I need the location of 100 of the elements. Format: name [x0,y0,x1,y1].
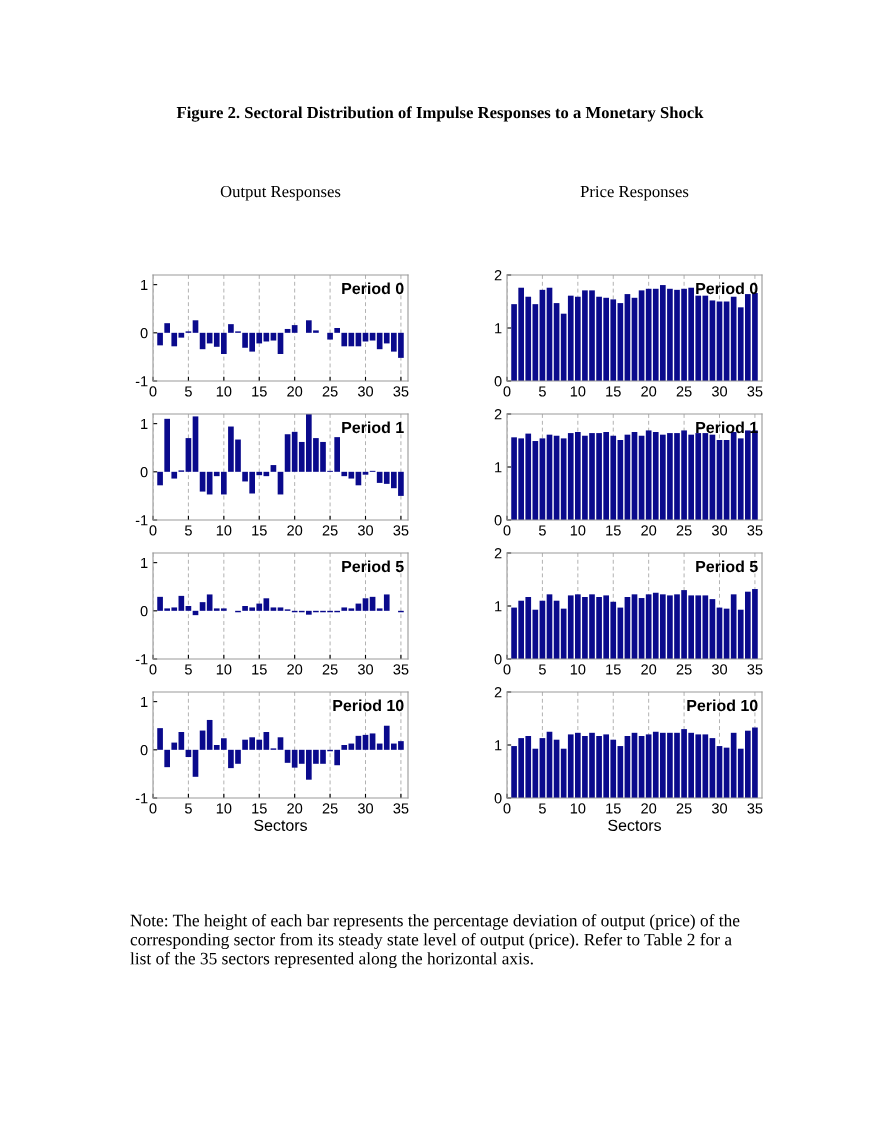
y-tick-label: 2 [494,548,502,559]
y-tick-label: 1 [495,462,502,473]
chart-title: Period 1 [342,421,404,434]
bar [164,418,170,472]
bar [157,332,163,346]
x-tick-label: 25 [676,664,692,675]
bar [270,465,277,472]
bar [171,332,178,347]
y-tick-label: 0 [140,327,148,339]
chart-subtitle: Output Responses [220,185,341,201]
bar [277,607,284,611]
x-tick-label: 30 [711,664,728,675]
x-tick-label: 20 [641,525,657,536]
x-tick-label: 30 [711,386,728,397]
x-tick-label: 35 [747,803,763,814]
x-tick-label: 25 [322,386,338,397]
x-tick-label: 10 [570,525,586,536]
x-tick-label: 30 [357,664,374,675]
x-tick-label: 20 [287,525,303,536]
x-tick-label: 15 [606,664,621,675]
y-tick-label: 0 [494,515,502,526]
chart-title: Period 5 [696,560,758,573]
bar [157,471,163,486]
x-tick-label: 10 [216,803,232,814]
x-tick-label: 35 [393,664,409,675]
bar [341,332,348,347]
x-tick-label: 35 [393,803,409,814]
x-tick-label: 35 [393,525,409,536]
bar [270,332,277,341]
x-tick-label: 5 [538,525,546,536]
y-tick-label: 2 [494,409,502,420]
bar [185,606,192,611]
bar [291,325,298,333]
bar [362,598,369,611]
x-tick-label: 5 [184,386,192,397]
bar [164,749,170,768]
x-tick-label: 15 [252,664,267,675]
x-tick-label: 35 [747,386,763,397]
y-tick-label: -1 [135,793,148,804]
x-tick-label: 5 [538,386,546,397]
bar [277,737,284,750]
bar [199,602,206,611]
x-tick-label: 25 [676,525,692,536]
x-tick-label: 0 [503,803,511,814]
x-tick-label: 0 [503,664,511,675]
x-tick-label: 15 [606,803,621,814]
x-tick-label: 25 [676,386,692,397]
x-tick-label: 0 [149,803,157,814]
x-tick-label: 20 [287,664,303,675]
bar [362,471,369,475]
chart-title: Period 0 [696,282,758,295]
x-tick-label: 10 [216,386,232,397]
bar [178,332,185,338]
chart-title: Period 10 [687,699,758,712]
x-tick-label: 5 [538,803,546,814]
bar [369,733,376,750]
y-tick-label: 2 [494,687,502,698]
x-tick-label: 15 [606,525,621,536]
x-tick-label: 35 [747,525,763,536]
bar [171,742,178,750]
x-tick-label: 5 [184,525,192,536]
x-tick-label: 0 [503,525,511,536]
x-tick-label: 30 [357,525,374,536]
x-tick-label: 20 [641,664,657,675]
x-tick-label: 30 [357,803,374,814]
y-tick-label: 1 [495,323,502,334]
x-tick-label: 15 [252,386,267,397]
x-tick-label: 5 [538,664,546,675]
y-tick-label: 0 [140,466,148,478]
chart-title: Period 5 [342,560,404,573]
x-tick-label: 10 [216,525,232,536]
y-tick-label: -1 [135,654,148,665]
x-tick-label: 20 [287,386,303,397]
x-tick-label: 35 [393,386,409,397]
y-tick-label: 1 [495,740,502,751]
x-tick-label: 20 [287,803,303,814]
y-tick-label: -1 [135,515,148,526]
bar [341,607,348,611]
chart-title: Period 1 [696,421,758,434]
x-tick-label: 15 [606,386,621,397]
y-tick-label: 1 [141,696,148,707]
chart-title: Period 0 [342,282,404,295]
x-tick-label: 0 [149,386,157,397]
bar [270,607,277,611]
x-tick-label: 10 [570,803,586,814]
x-tick-label: 30 [711,525,728,536]
y-tick-label: 1 [141,557,148,568]
x-tick-label: 5 [184,803,192,814]
bar [171,471,178,479]
x-tick-label: 25 [676,803,692,814]
y-tick-label: 0 [494,376,502,387]
x-axis-title: Sectors [254,819,307,831]
x-tick-label: 25 [322,525,338,536]
bar [334,328,340,333]
chart-subtitle: Price Responses [580,185,689,201]
x-tick-label: 10 [570,386,586,397]
y-tick-label: 1 [495,601,502,612]
y-tick-label: 1 [141,418,148,429]
bar [164,323,170,333]
y-tick-label: 0 [140,744,148,756]
